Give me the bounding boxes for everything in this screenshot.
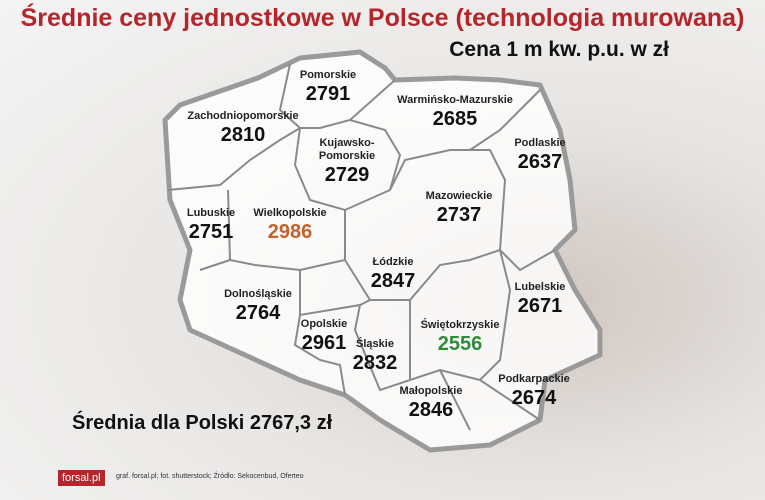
region-name: Śląskie <box>356 338 394 350</box>
region-value: 2685 <box>432 108 478 130</box>
region: Warmińsko-Mazurskie 2685 <box>397 94 513 131</box>
region: Kujawsko-Pomorskie 2729 <box>317 137 377 187</box>
region-borders <box>167 63 556 431</box>
region-name: Podkarpackie <box>498 373 570 385</box>
region: Śląskie 2832 <box>353 338 398 375</box>
region-value: 2846 <box>408 399 454 421</box>
region-value: 2847 <box>370 270 416 292</box>
region-value: 2674 <box>511 387 557 409</box>
region: Zachodniopomorskie 2810 <box>187 110 298 147</box>
region-value: 2764 <box>235 302 281 324</box>
region: Lubuskie 2751 <box>187 207 235 244</box>
region-name: Podlaskie <box>514 137 566 149</box>
region: Świętokrzyskie 2556 <box>421 319 500 356</box>
region: Podlaskie 2637 <box>514 137 565 174</box>
region-value: 2832 <box>352 352 398 374</box>
region-name: Pomorskie <box>299 69 357 81</box>
region-value: 2986 <box>267 221 313 243</box>
average: Średnia dla Polski 2767,3 zł <box>72 412 333 434</box>
region-name: Mazowieckie <box>425 190 493 202</box>
region-value: 2737 <box>436 204 482 226</box>
region-name: Łódzkie <box>372 256 414 268</box>
region-name: Kujawsko-Pomorskie <box>318 137 376 162</box>
region-name: Opolskie <box>300 318 348 330</box>
region: Łódzkie 2847 <box>371 256 416 293</box>
region: Wielkopolskie 2986 <box>253 207 326 244</box>
region-name: Lubelskie <box>514 281 566 293</box>
region-name: Zachodniopomorskie <box>187 110 299 122</box>
region-value: 2751 <box>188 221 234 243</box>
region: Pomorskie 2791 <box>300 69 356 106</box>
logo: forsal.pl <box>58 470 105 486</box>
region-name: Warmińsko-Mazurskie <box>397 94 513 106</box>
region-name: Lubuskie <box>186 207 236 219</box>
subtitle: Cena 1 m kw. p.u. w zł <box>449 38 669 61</box>
region-value: 2729 <box>324 164 370 186</box>
region: Podkarpackie 2674 <box>498 373 570 410</box>
region-value: 2556 <box>437 333 483 355</box>
region-value: 2637 <box>517 151 563 173</box>
region-name: Wielkopolskie <box>253 207 327 219</box>
region-value: 2671 <box>517 295 563 317</box>
credits: graf. forsal.pl; fot. shutterstock; Źród… <box>116 473 304 480</box>
region: Lubelskie 2671 <box>515 281 566 318</box>
title: Średnie ceny jednostkowe w Polsce (techn… <box>20 4 745 32</box>
region: Małopolskie 2846 <box>400 385 463 422</box>
region: Opolskie 2961 <box>301 318 347 355</box>
region-value: 2961 <box>301 332 347 354</box>
region-value: 2791 <box>305 83 351 105</box>
region-name: Dolnośląskie <box>224 288 292 300</box>
region-name: Świętokrzyskie <box>420 319 500 331</box>
region: Mazowieckie 2737 <box>426 190 493 227</box>
region-name: Małopolskie <box>399 385 463 397</box>
region: Dolnośląskie 2764 <box>224 288 292 325</box>
region-value: 2810 <box>220 124 266 146</box>
